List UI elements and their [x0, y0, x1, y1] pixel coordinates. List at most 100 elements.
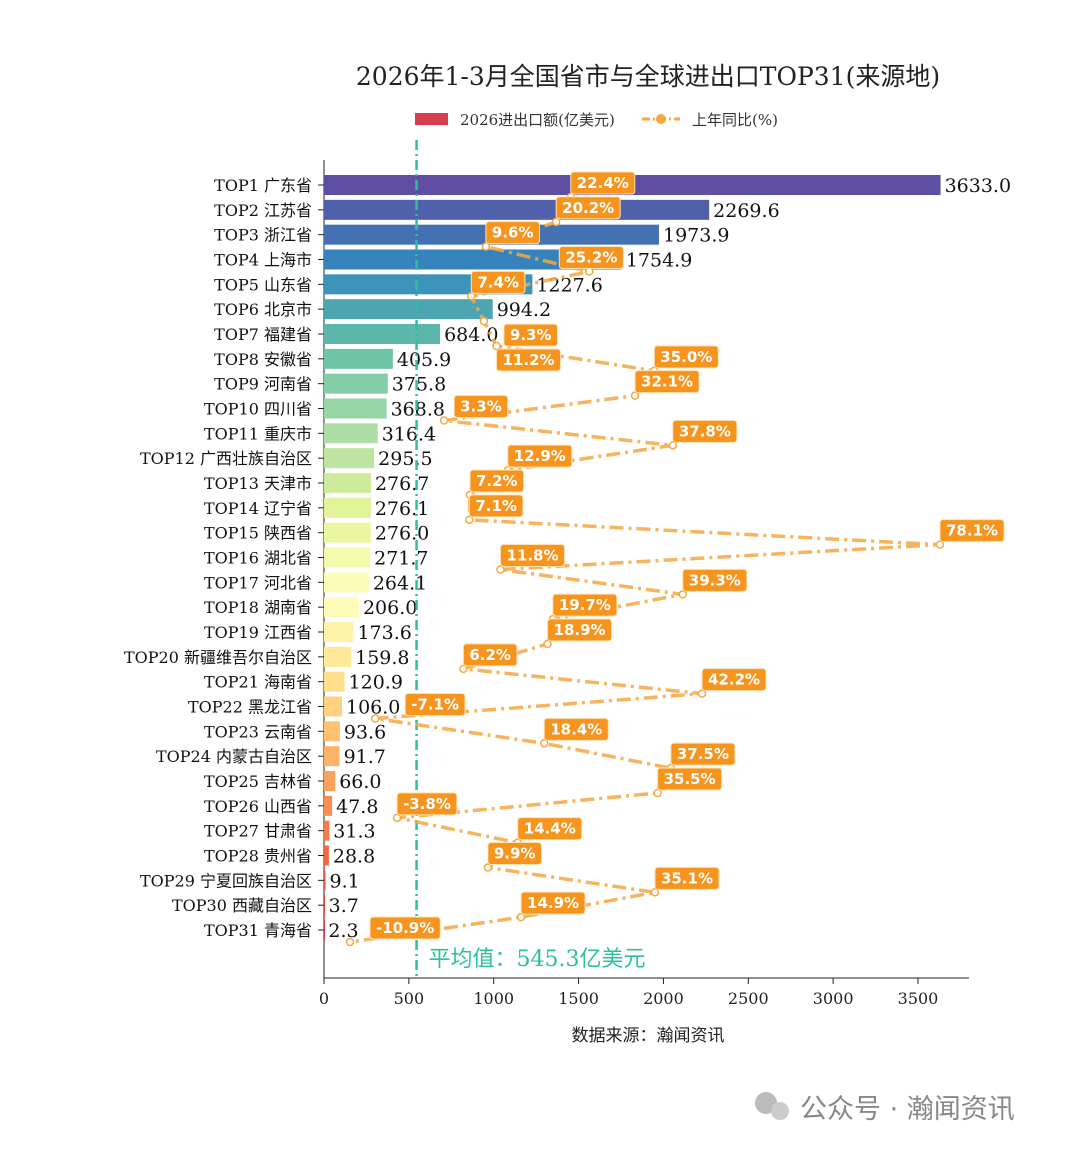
yoy-label: 35.0% — [660, 348, 712, 366]
yoy-label: 7.2% — [476, 472, 518, 490]
bar-value-label: 295.5 — [378, 448, 432, 470]
yoy-marker — [481, 242, 491, 251]
yoy-label-box — [570, 171, 636, 195]
bar-value-label: 276.7 — [375, 473, 429, 495]
bar-value-label: 3.7 — [329, 895, 359, 917]
yoy-marker — [483, 863, 493, 872]
bar — [324, 870, 326, 891]
yoy-label: 19.7% — [559, 596, 611, 614]
bar-value-label: 316.4 — [382, 423, 436, 445]
yoy-label-box — [503, 323, 559, 347]
bar-value-label: 173.6 — [357, 622, 411, 644]
bar — [324, 249, 622, 270]
yoy-marker — [496, 565, 505, 574]
bar — [324, 348, 393, 369]
yoy-label-box — [507, 444, 573, 468]
yoy-label-box — [453, 395, 509, 418]
yoy-label: 42.2% — [708, 671, 760, 689]
average-label: 平均值：545.3亿美元 — [429, 947, 646, 972]
yoy-label-box — [555, 196, 621, 220]
bar — [324, 373, 388, 394]
bar-value-label: 3633.0 — [945, 175, 1011, 197]
y-tick-label: TOP22 黑龙江省 — [188, 698, 312, 717]
yoy-label-box — [558, 246, 624, 269]
bar — [324, 572, 369, 593]
bar — [324, 845, 329, 866]
y-tick-label: TOP25 吉林省 — [204, 772, 312, 791]
bar — [324, 299, 493, 320]
yoy-label-box — [396, 792, 458, 816]
y-tick-label: TOP30 西藏自治区 — [172, 896, 312, 915]
bar — [324, 448, 375, 469]
yoy-label: 14.4% — [524, 820, 576, 838]
yoy-label: 37.8% — [679, 422, 731, 440]
bar — [324, 696, 342, 717]
bar — [324, 398, 387, 419]
y-tick-label: TOP2 江苏省 — [214, 201, 312, 220]
yoy-label: 12.9% — [514, 447, 566, 465]
y-tick-label: TOP27 甘肃省 — [204, 822, 312, 841]
bar-value-label: 28.8 — [333, 846, 375, 868]
bar-value-label: 1227.6 — [536, 274, 602, 296]
yoy-marker — [465, 515, 474, 525]
yoy-marker — [678, 590, 688, 599]
bar-value-label: 106.0 — [346, 697, 400, 719]
y-tick-label: TOP15 陕西省 — [204, 524, 312, 543]
bar — [324, 920, 325, 940]
yoy-label-box — [468, 494, 524, 518]
yoy-label-box — [487, 842, 542, 865]
yoy-label-box — [672, 419, 738, 443]
bar — [324, 597, 359, 618]
bar-value-label: 405.9 — [397, 349, 451, 371]
y-tick-label: TOP26 山西省 — [204, 797, 312, 816]
yoy-marker — [459, 664, 468, 674]
bar-value-label: 31.3 — [333, 821, 375, 843]
y-tick-label: TOP9 河南省 — [214, 375, 312, 394]
yoy-label: 9.3% — [510, 326, 552, 344]
yoy-label: -3.8% — [403, 795, 451, 813]
yoy-label-box — [462, 643, 518, 667]
y-tick-label: TOP8 安徽省 — [214, 350, 312, 369]
yoy-label-box — [543, 717, 609, 741]
legend-line-label: 上年同比(%) — [692, 111, 778, 129]
yoy-label-box — [499, 544, 566, 567]
bar — [324, 497, 371, 518]
y-tick-label: TOP12 广西壮族自治区 — [140, 449, 312, 468]
yoy-marker — [516, 912, 526, 922]
y-tick-label: TOP1 广东省 — [214, 176, 312, 195]
yoy-marker — [630, 391, 640, 400]
yoy-label: 7.1% — [475, 497, 517, 515]
yoy-label-box — [701, 668, 767, 692]
x-tick-label: 1500 — [558, 989, 599, 1008]
yoy-label: 18.9% — [554, 621, 606, 639]
yoy-label: 3.3% — [460, 398, 502, 416]
bar — [324, 671, 345, 692]
yoy-marker — [935, 540, 945, 549]
yoy-label: 7.4% — [477, 273, 519, 291]
bar — [324, 199, 710, 220]
y-tick-label: TOP10 四川省 — [204, 400, 312, 419]
yoy-marker — [439, 416, 449, 425]
bar-value-label: 66.0 — [339, 771, 381, 793]
y-tick-label: TOP28 贵州省 — [204, 847, 312, 866]
yoy-marker — [585, 267, 594, 276]
y-tick-label: TOP11 重庆市 — [204, 424, 312, 443]
yoy-label-box — [496, 348, 562, 372]
yoy-label: 37.5% — [677, 745, 729, 763]
yoy-marker — [492, 341, 501, 351]
bar-value-label: 2269.6 — [713, 200, 779, 222]
yoy-label: 22.4% — [577, 174, 629, 192]
yoy-label: -7.1% — [411, 696, 459, 714]
yoy-marker — [479, 316, 489, 326]
yoy-marker — [551, 217, 561, 227]
y-tick-label: TOP24 内蒙古自治区 — [156, 747, 312, 766]
yoy-marker — [345, 937, 355, 947]
yoy-label-box — [547, 618, 613, 642]
bar — [324, 820, 330, 841]
yoy-label: -10.9% — [376, 919, 434, 937]
legend-line-marker — [656, 114, 666, 124]
y-tick-label: TOP7 福建省 — [214, 325, 312, 344]
yoy-label-box — [634, 370, 700, 394]
